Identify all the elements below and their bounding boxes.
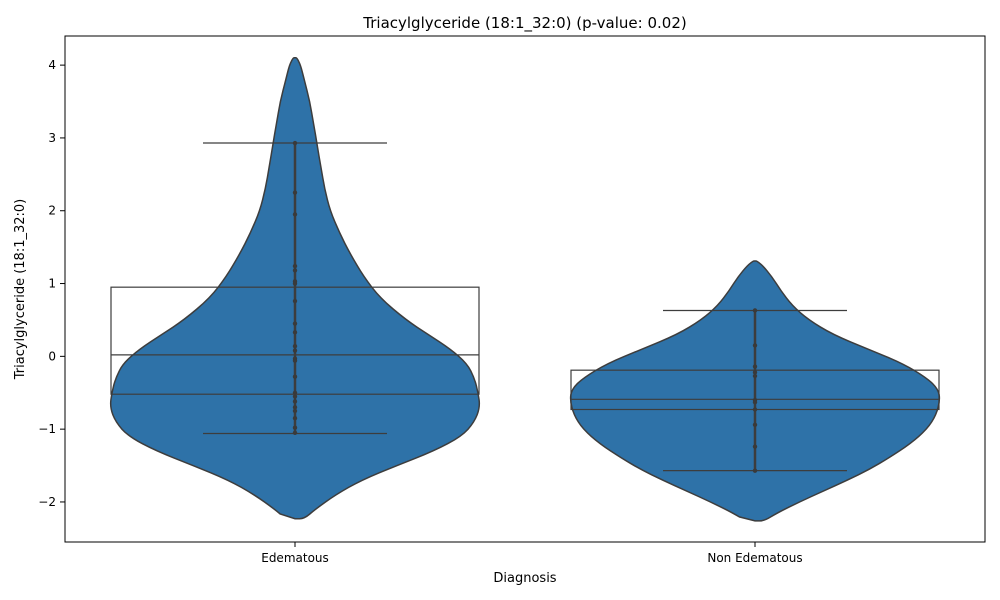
data-point-edematous [292,268,298,273]
data-point-edematous [292,348,298,353]
data-point-edematous [292,405,298,410]
data-point-non-edematous [752,364,758,369]
y-tick-label: 1 [48,277,56,291]
y-tick-label: 2 [48,204,56,218]
x-tick-label-non-edematous: Non Edematous [707,551,802,565]
data-point-edematous [292,358,298,363]
y-tick-label: 4 [48,58,56,72]
y-tick-label: 3 [48,131,56,145]
data-point-edematous [292,298,298,304]
data-point-edematous [292,190,298,195]
data-point-non-edematous [752,407,758,412]
data-point-edematous [292,343,298,349]
data-point-non-edematous [752,444,758,449]
data-point-edematous [292,425,298,430]
x-axis-label: Diagnosis [493,571,556,586]
y-tick-label: −1 [38,422,56,436]
data-point-non-edematous [752,400,758,405]
data-point-edematous [292,416,298,421]
y-tick-label: −2 [38,495,56,509]
data-point-non-edematous [752,422,758,427]
y-axis-label: Triacylglyceride (18:1_32:0) [13,199,28,380]
data-point-non-edematous [752,343,758,348]
axes-layer: Edematous Non Edematous −2 −1 0 1 2 3 4 [38,58,802,565]
data-point-edematous [292,140,298,146]
data-point-non-edematous [752,370,758,375]
data-point-edematous [292,399,298,404]
y-tick-label: 0 [48,349,56,363]
data-point-non-edematous [752,373,758,379]
violins-layer [109,57,941,522]
chart-title: Triacylglyceride (18:1_32:0) (p-value: 0… [362,14,686,33]
data-point-edematous [292,394,298,399]
data-point-non-edematous [752,308,758,313]
points-layer [292,140,758,473]
data-point-edematous [292,212,298,217]
data-point-edematous [292,263,298,269]
data-point-edematous [292,330,298,335]
data-point-edematous [292,430,298,435]
data-point-non-edematous [752,468,758,473]
plot-frame [64,35,986,543]
data-point-edematous [292,281,298,286]
data-point-edematous [292,408,298,414]
data-point-edematous [292,390,298,395]
data-point-edematous [292,321,298,326]
x-tick-label-edematous: Edematous [261,551,329,565]
data-point-edematous [292,374,298,379]
